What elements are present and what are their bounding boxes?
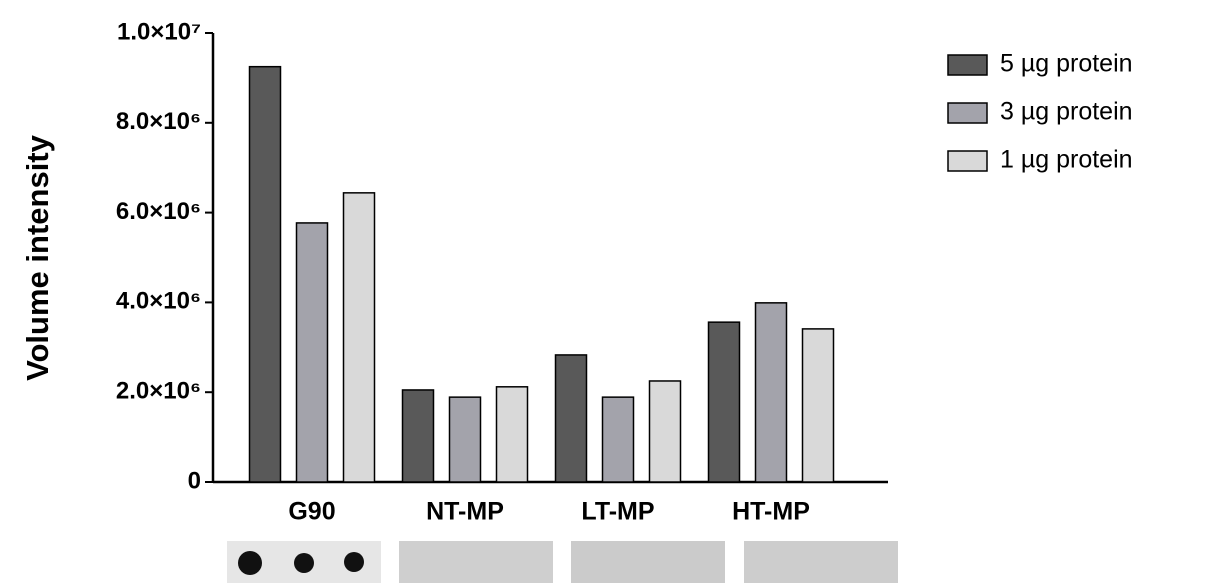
legend-swatch bbox=[948, 103, 987, 123]
x-tick-label: G90 bbox=[288, 498, 335, 526]
y-tick-label: 2.0×10⁶ bbox=[116, 378, 201, 405]
chart: Volume intensity 0 2.0×10⁶ 4.0×10⁶ 6.0×10⁶ 8… bbox=[0, 0, 1217, 583]
y-tick-label: 8.0×10⁶ bbox=[116, 108, 201, 135]
bar bbox=[603, 397, 634, 482]
dot-blots bbox=[227, 541, 898, 583]
blot-dot bbox=[238, 551, 262, 575]
blot-dot bbox=[294, 553, 314, 573]
legend-swatch bbox=[948, 55, 987, 75]
blot bbox=[571, 541, 725, 583]
bar bbox=[497, 387, 528, 482]
bar bbox=[803, 329, 834, 482]
x-tick-label: HT-MP bbox=[732, 498, 810, 526]
bar bbox=[556, 355, 587, 482]
legend-label: 1 µg protein bbox=[1000, 146, 1133, 174]
legend-label: 5 µg protein bbox=[1000, 50, 1133, 78]
bar bbox=[344, 193, 375, 482]
legend-swatch bbox=[948, 151, 987, 171]
y-tick-label: 0 bbox=[188, 467, 201, 494]
y-tick-label: 1.0×10⁷ bbox=[117, 18, 201, 45]
blot bbox=[744, 541, 898, 583]
bar bbox=[403, 390, 434, 482]
legend-label: 3 µg protein bbox=[1000, 98, 1133, 126]
blot bbox=[399, 541, 553, 583]
bar bbox=[250, 67, 281, 482]
x-tick-label: NT-MP bbox=[426, 498, 504, 526]
blot-dot bbox=[344, 552, 364, 572]
bar bbox=[709, 322, 740, 482]
y-axis-title: Volume intensity bbox=[20, 134, 55, 381]
y-tick-label: 4.0×10⁶ bbox=[116, 288, 201, 315]
page: Volume intensity 0 2.0×10⁶ 4.0×10⁶ 6.0×10⁶ 8… bbox=[0, 0, 1217, 583]
x-tick-label: LT-MP bbox=[581, 498, 654, 526]
y-tick-label: 6.0×10⁶ bbox=[116, 198, 201, 225]
bar bbox=[450, 397, 481, 482]
bar bbox=[650, 381, 681, 482]
bar bbox=[297, 223, 328, 482]
bar bbox=[756, 303, 787, 482]
